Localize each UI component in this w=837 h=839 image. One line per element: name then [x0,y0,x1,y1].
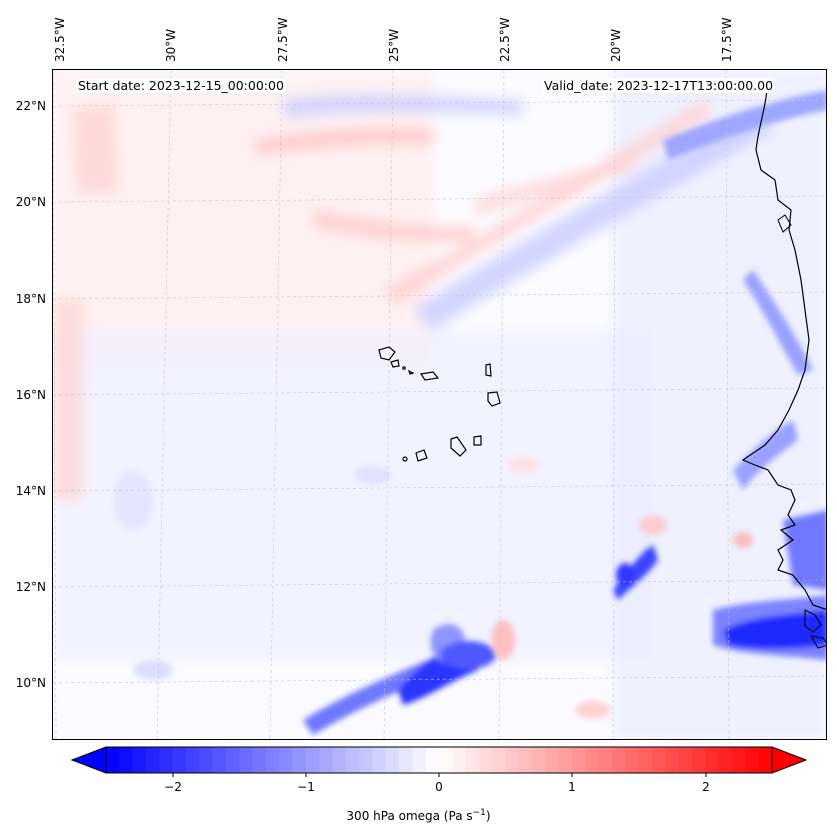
colorbar-band [625,747,640,773]
colorbar-extend-right [771,746,808,774]
valid-date-label: Valid_date: 2023-12-17T13:00:00.00 [542,78,776,93]
graticule [53,70,826,739]
colorbar-band [359,747,373,773]
colorbar-extend-left [70,746,107,774]
omega-background-shading [53,70,826,739]
colorbar-band [252,747,267,773]
colorbar-band [265,747,280,773]
colorbar-band [159,747,174,773]
colorbar-band [145,747,160,773]
colorbar-band [332,747,347,773]
colorbar-band [172,747,187,773]
colorbar-band [518,747,533,773]
colorbar-band [532,747,547,773]
lat-label-18n: 18°N [15,292,46,306]
lat-label-10n: 10°N [15,676,46,690]
colorbar-label-close: ) [485,809,491,823]
colorbar-band [745,747,760,773]
colorbar-band [305,747,320,773]
colorbar-band [239,747,254,773]
colorbar-band [106,747,120,773]
colorbar-tick-1: 1 [568,780,576,794]
colorbar-band [292,747,307,773]
omega-streaks-north [73,94,773,330]
colorbar-band [558,747,573,773]
colorbar-band [185,747,200,773]
omega-strong-ascent [303,90,826,735]
colorbar-band [705,747,720,773]
colorbar-band [572,747,587,773]
colorbar-label-text: 300 hPa omega (Pa s [346,809,473,823]
colorbar-band [758,747,773,773]
colorbar-tick-neg2: −2 [164,780,182,794]
lat-label-22n: 22°N [15,99,46,113]
colorbar-label: 300 hPa omega (Pa s−1) [0,808,837,823]
lat-label-12n: 12°N [15,580,46,594]
colorbar-band [718,747,733,773]
colorbar-band [692,747,706,773]
lat-label-16n: 16°N [15,388,46,402]
colorbar-band [505,747,520,773]
start-date-label: Start date: 2023-12-15_00:00:00 [76,78,286,93]
colorbar-band [665,747,680,773]
colorbar-band [452,747,467,773]
lat-label-14n: 14°N [15,484,46,498]
colorbar-band [119,747,134,773]
colorbar-tick-2: 2 [702,780,710,794]
colorbar-band [132,747,147,773]
colorbar-label-unit-exponent: −1 [472,808,486,818]
colorbar-band [465,747,480,773]
colorbar-band [492,747,507,773]
colorbar-band [425,747,440,773]
colorbar-band [732,747,746,773]
colorbar-band [478,747,493,773]
colorbar-band [279,747,294,773]
colorbar-ticks [172,773,707,777]
colorbar-band [545,747,560,773]
colorbar-band [225,747,240,773]
colorbar-band [372,747,387,773]
map-panel[interactable] [52,69,827,740]
colorbar-band [638,747,653,773]
colorbar-band [585,747,600,773]
colorbar-band [399,747,413,773]
lat-label-20n: 20°N [15,195,46,209]
colorbar-band [412,747,427,773]
colorbar-tick-0: 0 [435,780,443,794]
colorbar-band [598,747,613,773]
colorbar-band [439,747,453,773]
omega-field [53,70,826,739]
colorbar-band [212,747,227,773]
colorbar-bands [106,747,773,773]
omega-small-cells [113,457,753,719]
colorbar-band [319,747,334,773]
africa-coastline [741,89,826,610]
colorbar-tick-neg1: −1 [297,780,315,794]
africa-islands [777,214,826,649]
colorbar-band [199,747,214,773]
colorbar-band [612,747,627,773]
colorbar-band [385,747,400,773]
colorbar-band [652,747,667,773]
colorbar-band [345,747,360,773]
colorbar-band [678,747,693,773]
cape-verde-islands [378,346,501,462]
